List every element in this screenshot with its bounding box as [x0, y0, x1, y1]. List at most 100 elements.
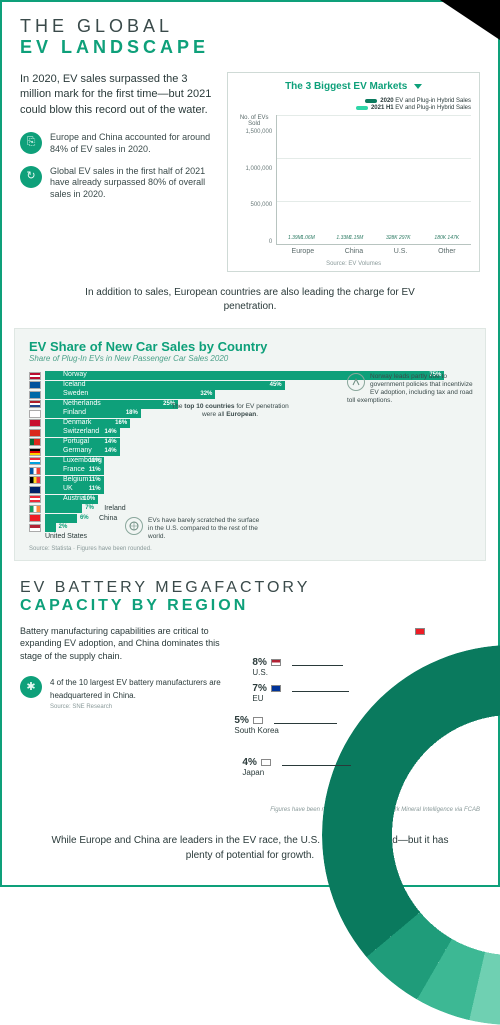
mega-title-2: CAPACITY BY REGION	[20, 597, 480, 615]
y-tick: 500,000	[236, 202, 272, 208]
panel-note-2: Norway leads partly due to government po…	[347, 373, 477, 406]
leader-line	[292, 691, 349, 692]
bar-value: 16%	[115, 419, 127, 428]
bar-value: 2%	[56, 523, 68, 532]
note-2-text: Norway leads partly due to government po…	[347, 373, 473, 404]
donut-pct: 7%	[252, 683, 266, 694]
bar-value: 18%	[126, 409, 138, 418]
page-title: THE GLOBAL EV LANDSCAPE	[20, 16, 480, 58]
hbar	[45, 514, 77, 523]
country-row: France 11%	[29, 466, 471, 475]
bar-value: 14%	[105, 428, 117, 437]
chart-legend: 2020 EV and Plug-in Hybrid Sales2021 H1 …	[236, 98, 471, 111]
country-name: France	[63, 466, 85, 473]
leader-line	[282, 765, 351, 766]
hbar: 11%	[45, 485, 104, 494]
leader-line	[274, 723, 337, 724]
donut-pct: 4%	[242, 757, 256, 768]
info-icon	[347, 373, 365, 391]
mega-row: Battery manufacturing capabilities are c…	[20, 625, 480, 805]
bar-label: 147K	[447, 235, 459, 241]
country-name: Sweden	[63, 390, 88, 397]
flag-icon	[29, 505, 41, 513]
flag-icon	[261, 759, 271, 766]
mega-intro: Battery manufacturing capabilities are c…	[20, 625, 222, 663]
x-ticks: EuropeChinaU.S.Other	[276, 248, 471, 255]
intro-text: In 2020, EV sales surpassed the 3 millio…	[20, 72, 213, 118]
bar-value: 7%	[82, 504, 94, 513]
donut-label: 7% EU	[252, 683, 281, 703]
intro-left: In 2020, EV sales surpassed the 3 millio…	[20, 72, 213, 272]
country-share-panel: EV Share of New Car Sales by Country Sha…	[14, 328, 486, 561]
flag-icon	[271, 659, 281, 666]
country-name: Switzerland	[63, 428, 99, 435]
country-row: Austria 10%	[29, 495, 471, 504]
bullet-text: Global EV sales in the first half of 202…	[50, 166, 213, 201]
country-name: Germany	[63, 447, 92, 454]
bar-label: 1.06M	[301, 235, 315, 241]
donut-pct: 76%	[382, 621, 410, 637]
donut-region: U.S.	[252, 668, 268, 677]
legend-row: 2021 H1 EV and Plug-in Hybrid Sales	[236, 105, 471, 111]
title-line-1: THE GLOBAL	[20, 16, 173, 36]
country-row: Portugal 14%	[29, 438, 471, 447]
donut-arc	[322, 645, 500, 1025]
country-name: Netherlands	[63, 400, 101, 407]
plot-area: 1.39M1.06M1.33M1.15M328K297K180K147K	[276, 115, 471, 245]
flag-icon	[29, 457, 41, 465]
country-name: Ireland	[104, 504, 125, 513]
flag-icon	[29, 448, 41, 456]
globe-icon	[125, 517, 143, 535]
country-name: Luxembourg	[63, 457, 102, 464]
legend-swatch	[356, 106, 368, 110]
bullet-icon: ↻	[20, 166, 42, 188]
flag-icon	[29, 391, 41, 399]
flag-icon	[29, 476, 41, 484]
legend-swatch	[365, 99, 377, 103]
x-tick: Other	[438, 248, 456, 255]
title-line-2: EV LANDSCAPE	[20, 37, 480, 58]
corner-decoration	[440, 0, 500, 40]
gridline	[277, 201, 471, 202]
donut-pct: 5%	[234, 715, 248, 726]
leader-line	[292, 665, 343, 666]
gridline	[277, 158, 471, 159]
hbar	[45, 523, 56, 532]
country-name: Finland	[63, 409, 86, 416]
chevron-down-icon	[414, 84, 422, 89]
intro-row: In 2020, EV sales surpassed the 3 millio…	[20, 72, 480, 272]
hbar-container: 7% Ireland	[45, 504, 471, 513]
bar-value: 10%	[83, 495, 95, 504]
flag-icon	[29, 410, 41, 418]
flag-icon	[29, 467, 41, 475]
panel-title: EV Share of New Car Sales by Country	[29, 339, 471, 354]
bar-label: 328K	[386, 235, 398, 241]
mega-bullet-text: 4 of the 10 largest EV battery manufactu…	[50, 678, 221, 700]
hbar-container: Belgium 11%	[45, 476, 471, 485]
country-name: Norway	[63, 371, 87, 378]
mega-bullet: ✱ 4 of the 10 largest EV battery manufac…	[20, 676, 222, 712]
donut-region: EU	[252, 694, 263, 703]
y-axis-label: No. of EVs Sold	[236, 115, 272, 127]
page: THE GLOBAL EV LANDSCAPE In 2020, EV sale…	[0, 0, 500, 887]
flag-icon	[29, 514, 41, 522]
flag-icon	[271, 685, 281, 692]
bar-label: 180K	[434, 235, 446, 241]
country-row: Luxembourg 11%	[29, 457, 471, 466]
y-tick: 1,000,000	[236, 166, 272, 172]
flag-icon	[29, 429, 41, 437]
flag-icon	[29, 372, 41, 380]
legend-label: 2020 EV and Plug-in Hybrid Sales	[380, 98, 471, 104]
mid-text: In addition to sales, European countries…	[60, 286, 440, 314]
country-row: UK 11%	[29, 485, 471, 494]
y-ticks: 1,500,0001,000,000500,0000	[236, 129, 272, 245]
country-name: Belgium	[63, 476, 88, 483]
donut-label: 8% U.S.	[252, 657, 281, 677]
y-tick: 0	[236, 239, 272, 245]
donut-region: Japan	[242, 768, 264, 777]
mega-bullet-source: Source: SNE Research	[50, 703, 222, 711]
bullet-list: ⎘Europe and China accounted for around 8…	[20, 132, 213, 200]
flag-icon	[29, 400, 41, 408]
hbar-container: UK 11%	[45, 485, 471, 494]
panel-subtitle: Share of Plug-In EVs in New Passenger Ca…	[29, 354, 471, 363]
